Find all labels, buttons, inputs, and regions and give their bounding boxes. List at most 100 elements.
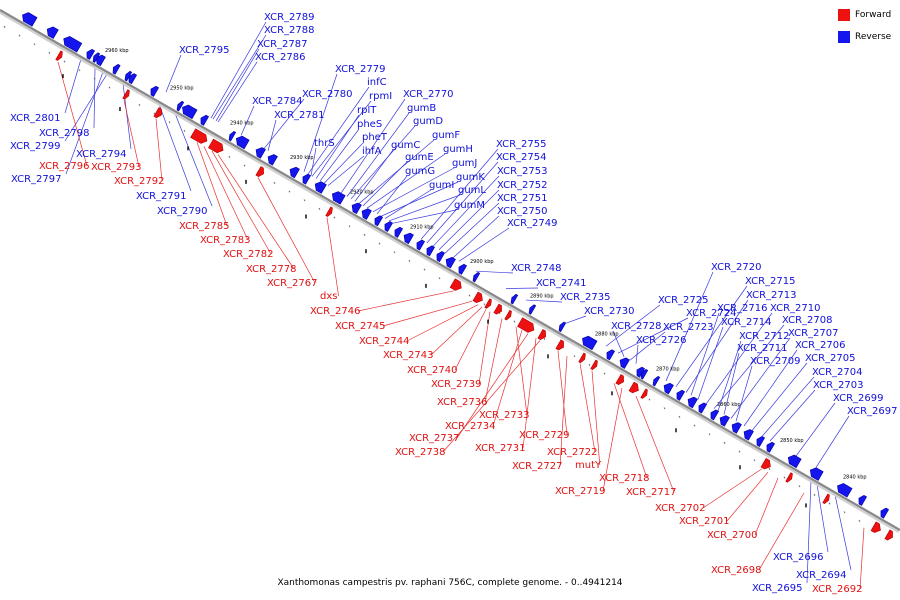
leader-line <box>815 415 850 468</box>
leader-line <box>362 161 408 207</box>
minor-tick <box>183 129 186 132</box>
minor-tick <box>573 355 576 358</box>
reverse-gene-label: pheT <box>362 132 388 143</box>
reverse-gene-label: XCR_2706 <box>795 340 846 351</box>
leader-line <box>358 139 435 204</box>
reverse-gene-label: ihfA <box>362 146 382 157</box>
leader-line <box>382 300 473 327</box>
leader-line <box>211 150 272 255</box>
minor-tick <box>363 233 366 236</box>
reverse-gene-label: XCR_2716 <box>717 303 768 314</box>
gene-labels: XCR_2789 XCR_2788 XCR_2787 XCR_2786 XCR_2795… <box>10 12 898 595</box>
leader-line <box>406 304 479 342</box>
minor-tick <box>168 121 171 124</box>
minor-tick <box>708 433 711 436</box>
leader-line <box>635 395 675 493</box>
leader-line <box>685 299 749 393</box>
tick-label: 2890 kbp <box>530 294 554 300</box>
forward-gene-label: XCR_2729 <box>519 430 570 441</box>
reverse-gene <box>394 226 404 238</box>
reverse-gene <box>619 357 630 369</box>
reverse-gene <box>200 114 210 126</box>
forward-gene-label: XCR_2746 <box>310 306 361 317</box>
forward-gene <box>190 128 208 144</box>
leader-line <box>605 304 661 347</box>
leader-line <box>327 155 365 186</box>
forward-gene <box>640 388 648 399</box>
forward-gene-label: XCR_2736 <box>437 397 488 408</box>
leader-line <box>769 389 816 442</box>
leader-line <box>579 363 596 453</box>
leader-line <box>372 167 455 212</box>
reverse-gene <box>731 422 742 434</box>
reverse-gene-label: XCR_2708 <box>782 315 833 326</box>
minor-tick <box>318 207 321 210</box>
reverse-gene <box>235 135 250 150</box>
reverse-gene <box>289 166 300 179</box>
forward-gene <box>472 291 483 303</box>
leader-line <box>240 105 255 136</box>
forward-gene-label: XCR_2717 <box>626 487 677 498</box>
forward-gene <box>325 206 333 217</box>
reverse-gene-label: XCR_2801 <box>10 113 61 124</box>
reverse-gene-label: XCR_2753 <box>497 166 548 177</box>
reverse-gene <box>46 26 59 39</box>
forward-gene <box>493 303 502 315</box>
leader-line <box>93 67 96 129</box>
reverse-gene-label: XCR_2707 <box>788 328 839 339</box>
leader-line <box>859 527 865 590</box>
forward-gene-label: XCR_2727 <box>512 461 563 472</box>
reverse-gene-label: XCR_2741 <box>536 278 587 289</box>
minor-tick <box>753 459 756 462</box>
leader-line <box>310 147 317 176</box>
leader-line <box>174 113 213 207</box>
legend-label-forward: Forward <box>855 10 892 20</box>
minor-tick <box>603 372 606 375</box>
forward-gene-label: XCR_2702 <box>655 503 706 514</box>
reverse-gene-label: XCR_2750 <box>497 206 548 217</box>
leader-line <box>350 125 416 200</box>
reverse-gene-label: XCR_2699 <box>833 393 884 404</box>
legend-label-reverse: Reverse <box>855 32 892 42</box>
reverse-gene <box>302 173 312 185</box>
reverse-gene <box>182 104 198 120</box>
reverse-gene-label: rpmI <box>369 91 392 102</box>
tick-label: 2860 kbp <box>717 402 741 408</box>
reverse-gene-label: XCR_2709 <box>750 356 801 367</box>
minor-tick <box>768 467 771 470</box>
reverse-gene-label: gumL <box>458 185 486 196</box>
minor-tick <box>288 190 291 193</box>
forward-gene <box>555 339 564 351</box>
leader-line <box>122 83 132 150</box>
leader-line <box>65 71 104 175</box>
forward-gene <box>760 457 771 470</box>
reverse-gene-label: XCR_2696 <box>773 552 824 563</box>
leader-line <box>366 153 446 209</box>
tick-label: 2900 kbp <box>470 259 494 265</box>
legend-swatch-reverse <box>838 31 850 43</box>
minor-tick <box>483 303 486 306</box>
reverse-gene <box>606 349 616 361</box>
leader-line <box>613 383 648 479</box>
minor-tick <box>513 320 516 323</box>
reverse-gene-label: thrS <box>314 138 335 149</box>
reverse-gene-label: XCR_2755 <box>496 139 547 150</box>
leader-line <box>442 340 541 453</box>
forward-gene <box>153 107 162 119</box>
reverse-gene-label: XCR_2751 <box>497 193 548 204</box>
minor-tick <box>303 199 306 202</box>
minor-tick <box>378 242 381 245</box>
leader-line <box>761 376 815 437</box>
gene-features <box>22 12 893 541</box>
reverse-gene <box>710 409 720 421</box>
leader-line <box>635 344 639 364</box>
leader-line <box>315 114 360 179</box>
forward-gene <box>870 521 881 533</box>
forward-gene-label: XCR_2778 <box>246 264 297 275</box>
forward-gene-label: XCR_2785 <box>179 221 230 232</box>
tick-label: 2920 kbp <box>350 190 374 196</box>
leader-line <box>475 270 514 274</box>
reverse-gene-label: XCR_2752 <box>497 180 548 191</box>
reverse-gene <box>837 483 853 498</box>
